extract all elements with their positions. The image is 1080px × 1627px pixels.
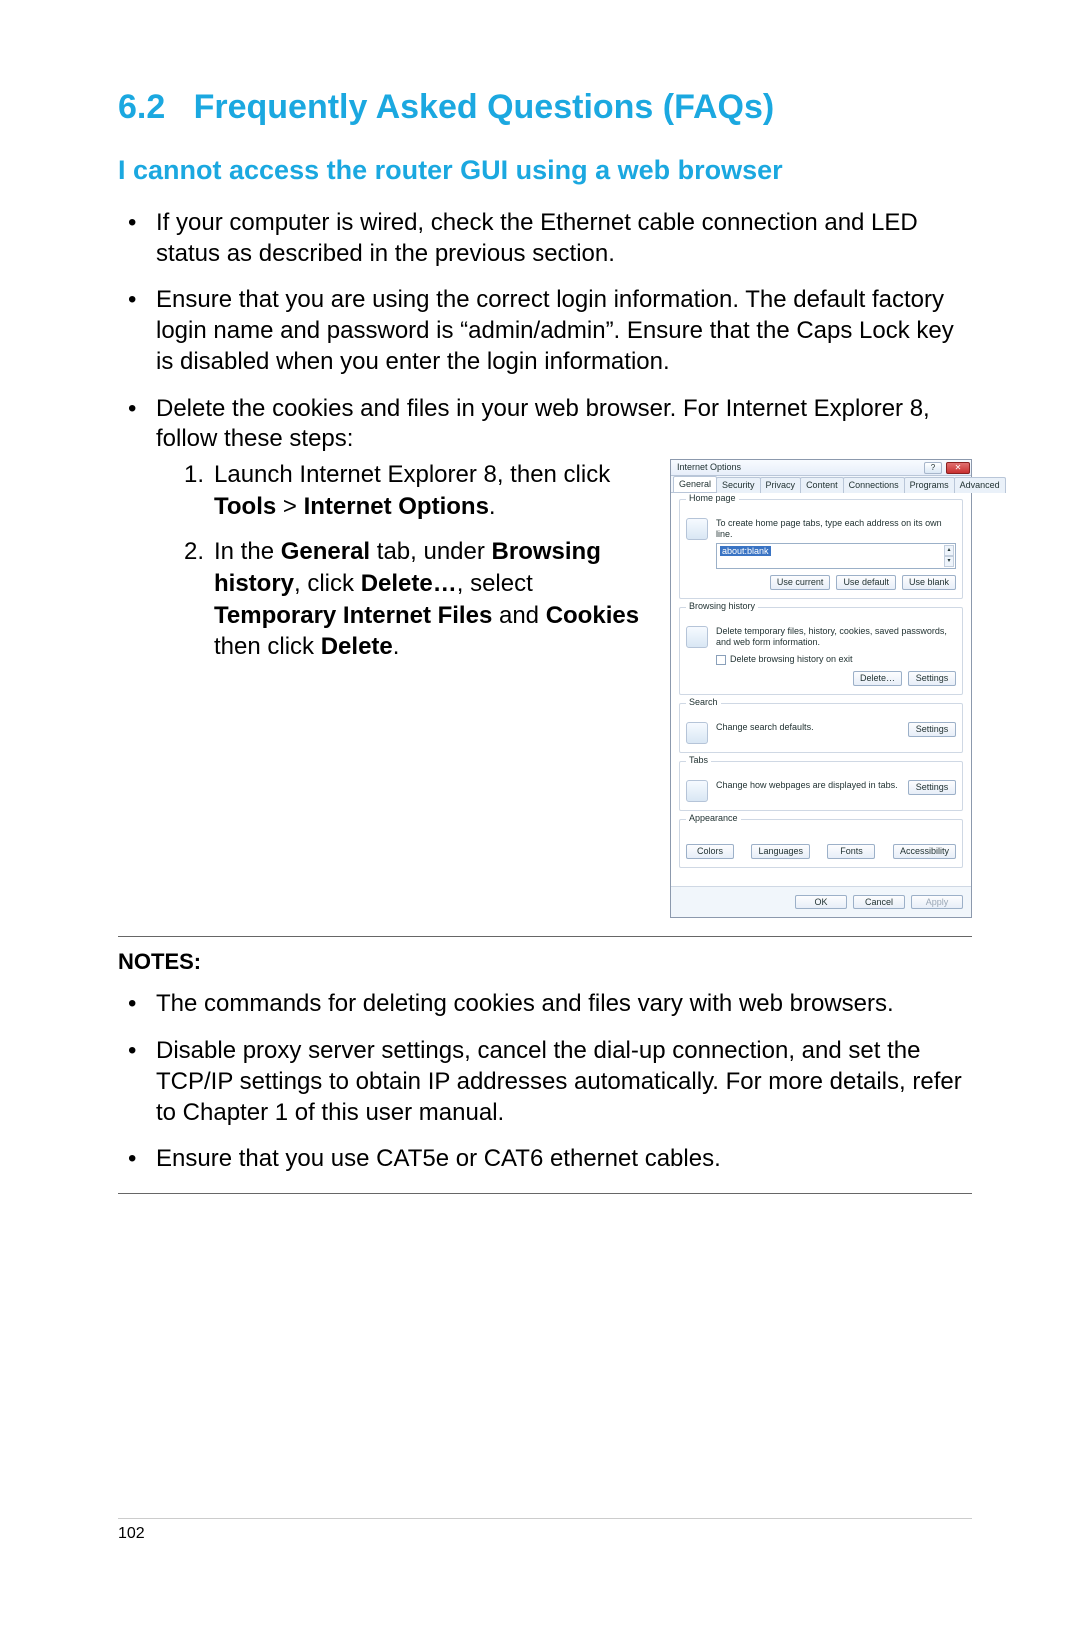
t: tab, under — [370, 538, 491, 565]
history-icon — [686, 626, 708, 648]
t: Tools — [214, 493, 276, 520]
group-search: Search Change search defaults. Settings — [679, 703, 963, 753]
delete-on-exit-checkbox[interactable]: Delete browsing history on exit — [716, 654, 956, 665]
home-icon — [686, 518, 708, 540]
steps-list: Launch Internet Explorer 8, then click T… — [156, 459, 656, 663]
section-title-text: Frequently Asked Questions (FAQs) — [194, 88, 775, 126]
step-item: In the General tab, under Browsing histo… — [184, 536, 656, 663]
apply-button[interactable]: Apply — [911, 895, 963, 910]
dialog-tabs: General Security Privacy Content Connect… — [671, 476, 971, 493]
t: . — [393, 633, 400, 660]
tabs-icon — [686, 780, 708, 802]
bullet-item: Delete the cookies and files in your web… — [128, 394, 972, 919]
t: , click — [294, 570, 361, 597]
group-tabs: Tabs Change how webpages are displayed i… — [679, 761, 963, 811]
close-button[interactable]: ✕ — [946, 462, 970, 474]
group-appearance: Appearance Colors Languages Fonts Access… — [679, 819, 963, 868]
group-label: Search — [686, 697, 721, 708]
bullet-item: Ensure that you are using the correct lo… — [128, 285, 972, 377]
tab-advanced[interactable]: Advanced — [954, 477, 1006, 493]
fonts-button[interactable]: Fonts — [827, 844, 875, 859]
section-number: 6.2 — [118, 88, 165, 126]
languages-button[interactable]: Languages — [751, 844, 810, 859]
use-default-button[interactable]: Use default — [836, 575, 896, 590]
t: Delete… — [361, 570, 457, 597]
internet-options-dialog: Internet Options ? ✕ General Security Pr… — [670, 459, 972, 918]
tabs-text: Change how webpages are displayed in tab… — [716, 780, 900, 791]
tab-privacy[interactable]: Privacy — [760, 477, 802, 493]
t: Cookies — [546, 602, 639, 629]
group-browsing-history: Browsing history Delete temporary files,… — [679, 607, 963, 695]
page-number: 102 — [118, 1525, 145, 1543]
dialog-titlebar: Internet Options ? ✕ — [671, 460, 971, 476]
t: Delete — [321, 633, 393, 660]
t: , select — [457, 570, 533, 597]
checkbox-icon — [716, 655, 726, 665]
notes-heading: NOTES: — [118, 949, 972, 975]
tab-connections[interactable]: Connections — [843, 477, 905, 493]
group-label: Tabs — [686, 755, 711, 766]
group-label: Browsing history — [686, 601, 758, 612]
accessibility-button[interactable]: Accessibility — [893, 844, 956, 859]
tabs-settings-button[interactable]: Settings — [908, 780, 956, 795]
home-url-input[interactable]: about:blank ▴▾ — [716, 543, 956, 569]
history-settings-button[interactable]: Settings — [908, 671, 956, 686]
search-text: Change search defaults. — [716, 722, 900, 733]
step-item: Launch Internet Explorer 8, then click T… — [184, 459, 656, 522]
bullet-text: Delete the cookies and files in your web… — [156, 395, 930, 453]
history-text: Delete temporary files, history, cookies… — [716, 626, 956, 648]
delete-button[interactable]: Delete… — [853, 671, 902, 686]
tab-security[interactable]: Security — [716, 477, 761, 493]
notes-list: The commands for deleting cookies and fi… — [118, 989, 972, 1175]
colors-button[interactable]: Colors — [686, 844, 734, 859]
section-title: 6.2 Frequently Asked Questions (FAQs) — [118, 88, 972, 127]
t: Internet Options — [304, 493, 489, 520]
note-item: Ensure that you use CAT5e or CAT6 ethern… — [128, 1144, 972, 1175]
group-label: Appearance — [686, 813, 741, 824]
t: and — [492, 602, 545, 629]
t: Temporary Internet Files — [214, 602, 492, 629]
use-current-button[interactable]: Use current — [770, 575, 831, 590]
group-home-page: Home page To create home page tabs, type… — [679, 499, 963, 599]
divider — [118, 1193, 972, 1194]
footer-divider — [118, 1518, 972, 1519]
t: > — [276, 493, 303, 520]
dialog-title: Internet Options — [677, 462, 741, 473]
checkbox-label: Delete browsing history on exit — [730, 654, 853, 665]
tab-content[interactable]: Content — [800, 477, 844, 493]
note-item: The commands for deleting cookies and fi… — [128, 989, 972, 1020]
dialog-footer: OK Cancel Apply — [671, 886, 971, 918]
down-arrow-icon[interactable]: ▾ — [944, 556, 954, 567]
up-arrow-icon[interactable]: ▴ — [944, 545, 954, 556]
group-label: Home page — [686, 493, 739, 504]
note-item: Disable proxy server settings, cancel th… — [128, 1036, 972, 1128]
ok-button[interactable]: OK — [795, 895, 847, 910]
tab-general[interactable]: General — [673, 476, 717, 492]
divider — [118, 936, 972, 937]
home-url-value: about:blank — [720, 546, 771, 556]
search-settings-button[interactable]: Settings — [908, 722, 956, 737]
t: In the — [214, 538, 281, 565]
t: then click — [214, 633, 321, 660]
search-icon — [686, 722, 708, 744]
cancel-button[interactable]: Cancel — [853, 895, 905, 910]
tab-programs[interactable]: Programs — [904, 477, 955, 493]
faq-subhead: I cannot access the router GUI using a w… — [118, 155, 972, 186]
use-blank-button[interactable]: Use blank — [902, 575, 956, 590]
home-text: To create home page tabs, type each addr… — [716, 518, 942, 539]
bullet-item: If your computer is wired, check the Eth… — [128, 208, 972, 269]
t: General — [281, 538, 370, 565]
faq-bullet-list: If your computer is wired, check the Eth… — [118, 208, 972, 918]
t: Launch Internet Explorer 8, then click — [214, 461, 610, 488]
t: . — [489, 493, 496, 520]
help-button[interactable]: ? — [924, 462, 942, 474]
